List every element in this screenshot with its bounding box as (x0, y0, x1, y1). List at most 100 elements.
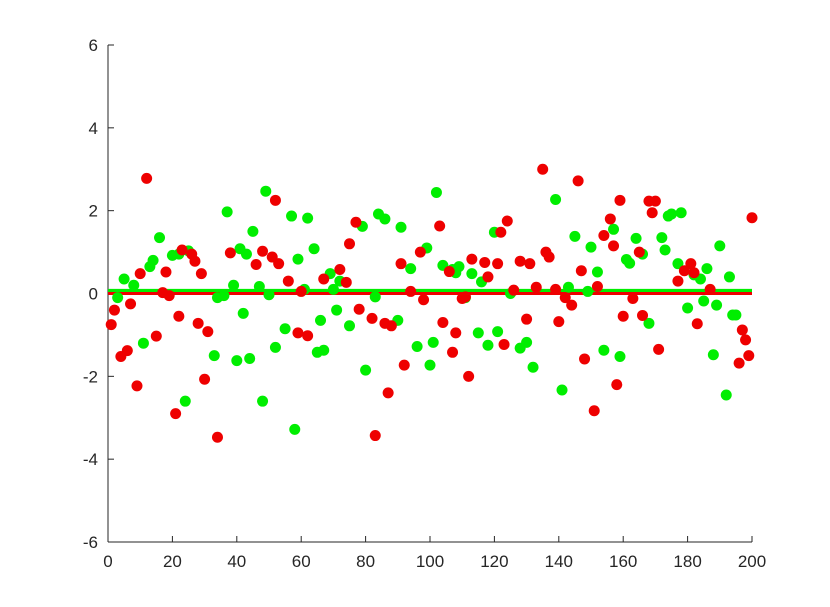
green-data-point (430, 186, 442, 198)
red-data-point (492, 258, 504, 270)
red-data-point (366, 312, 378, 324)
red-data-point (543, 251, 555, 263)
green-data-point (147, 254, 159, 266)
red-data-point (566, 299, 578, 311)
red-data-point (614, 194, 626, 206)
green-data-point (231, 355, 243, 367)
green-data-point (137, 337, 149, 349)
green-data-point (675, 207, 687, 219)
green-data-point (279, 323, 291, 335)
red-data-point (678, 265, 690, 277)
red-data-point (743, 350, 755, 362)
red-data-point (131, 380, 143, 392)
x-tick-label: 40 (227, 552, 246, 571)
green-data-point (424, 359, 436, 371)
green-data-point (711, 299, 723, 311)
red-data-point (447, 346, 459, 358)
y-tick-label: 0 (89, 285, 98, 304)
red-data-point (495, 226, 507, 238)
red-data-point (418, 294, 430, 306)
green-data-point (707, 349, 719, 361)
red-data-point (163, 290, 175, 302)
red-data-point (688, 267, 700, 279)
green-data-point (289, 423, 301, 435)
red-data-point (498, 338, 510, 350)
red-data-point (398, 359, 410, 371)
green-data-point (643, 317, 655, 329)
green-data-point (527, 361, 539, 373)
green-data-point (411, 341, 423, 353)
red-data-point (108, 304, 120, 316)
red-data-point (575, 265, 587, 277)
green-data-point (318, 344, 330, 356)
green-data-point (682, 302, 694, 314)
y-tick-label: 2 (89, 202, 98, 221)
red-data-point (521, 313, 533, 325)
green-data-point (112, 292, 124, 304)
green-data-point (521, 336, 533, 348)
red-data-point (250, 259, 262, 271)
red-data-point (627, 292, 639, 304)
red-data-point (369, 430, 381, 442)
red-data-point (608, 240, 620, 252)
red-data-point (269, 194, 281, 206)
green-data-point (263, 289, 275, 301)
green-data-point (723, 271, 735, 283)
green-data-point (302, 212, 314, 224)
y-tick-label: 6 (89, 36, 98, 55)
red-data-point (530, 281, 542, 293)
green-data-point (550, 193, 562, 205)
green-data-point (228, 279, 240, 291)
green-data-point (666, 208, 677, 220)
green-data-point (427, 336, 439, 348)
red-data-point (170, 408, 182, 420)
green-data-point (253, 280, 265, 292)
green-data-point (569, 230, 581, 242)
red-data-point (646, 207, 658, 219)
red-data-point (501, 215, 513, 227)
green-data-point (379, 213, 391, 225)
red-data-point (649, 195, 661, 207)
mean-lines (108, 288, 752, 295)
x-tick-label: 80 (356, 552, 375, 571)
x-tick-label: 200 (738, 552, 766, 571)
green-data-point (315, 314, 327, 326)
red-data-point (344, 238, 355, 250)
green-data-point (154, 232, 166, 244)
red-data-point (395, 258, 407, 270)
red-data-point (224, 247, 236, 259)
red-data-point (292, 327, 304, 339)
red-data-point (340, 276, 352, 288)
red-data-point (176, 244, 188, 256)
green-data-point (128, 279, 140, 291)
red-data-point (704, 283, 716, 295)
red-data-point (553, 316, 565, 328)
green-data-point (221, 206, 233, 218)
green-data-point (482, 339, 494, 351)
y-tick-label: 4 (89, 119, 98, 138)
red-data-point (160, 266, 172, 278)
red-data-point (173, 310, 185, 322)
red-data-point (598, 230, 610, 242)
red-data-point (385, 320, 397, 332)
green-data-point (395, 221, 407, 233)
red-data-point (192, 317, 204, 329)
green-data-point (714, 240, 726, 252)
green-data-point (247, 225, 259, 237)
red-data-point (672, 275, 684, 287)
y-tick-label: -2 (83, 367, 98, 386)
red-data-point (559, 292, 571, 304)
red-data-point (637, 309, 649, 321)
green-data-point (237, 307, 249, 319)
red-data-point (189, 255, 201, 267)
green-data-point (369, 291, 381, 303)
green-data-point (701, 263, 713, 275)
green-data-point (630, 232, 642, 244)
green-data-point (582, 285, 594, 297)
red-data-point (350, 216, 362, 228)
green-data-point (308, 243, 320, 255)
red-data-point (295, 285, 307, 297)
red-data-point (134, 268, 146, 280)
green-data-point (360, 364, 372, 376)
green-data-point (562, 281, 574, 293)
